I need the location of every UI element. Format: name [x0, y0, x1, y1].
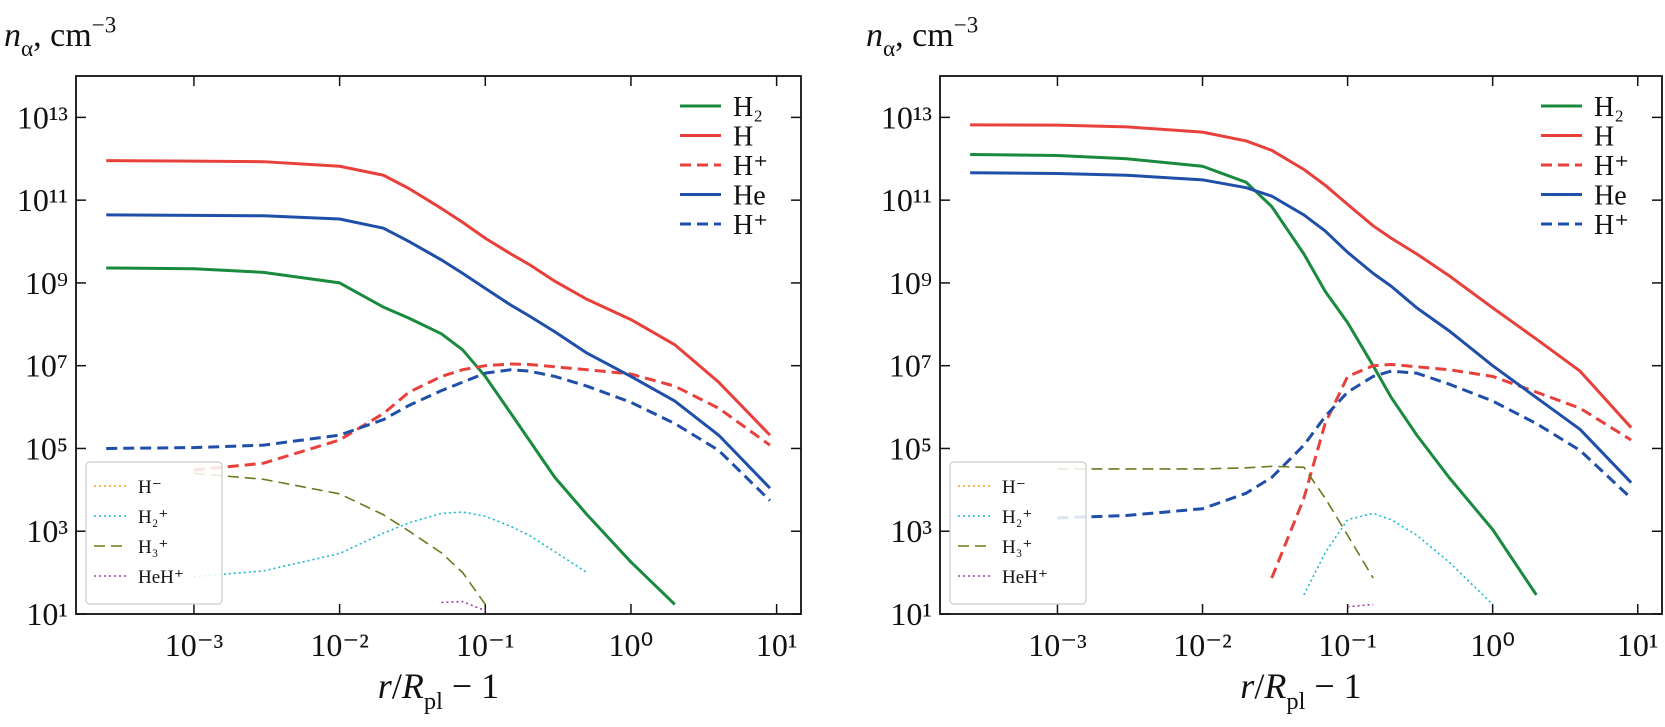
legend-label: He — [733, 181, 766, 212]
series-line — [106, 266, 676, 606]
series-line — [1347, 603, 1374, 608]
x-tick-label: 10⁰ — [1470, 627, 1515, 663]
series-line — [970, 152, 1538, 596]
axis-label-part: n — [4, 17, 21, 54]
x-tick-label: 10¹ — [756, 627, 798, 663]
legend-label: HeH⁺ — [138, 567, 184, 588]
legend-label: H₂ — [733, 92, 763, 123]
axis-label-part: , cm — [33, 17, 92, 54]
legend-label: H₂ — [1594, 92, 1624, 123]
axis-label-part: , cm — [895, 17, 954, 54]
panel: 10¹ 10³ 10⁵ 10⁷ 10⁹ 10¹¹ 10¹³ 10⁻³ 10⁻² 10⁻¹ 10⁰ 10… — [4, 12, 802, 715]
axis-label-part: r — [378, 666, 393, 706]
axis-label-part: pl — [1286, 688, 1305, 715]
series-line — [193, 472, 486, 605]
axis-label: r/Rpl − 1 — [378, 666, 499, 715]
y-tick-label: 10⁵ — [25, 430, 68, 466]
axis-label-part: −3 — [92, 12, 117, 38]
legend-label: H — [733, 122, 753, 153]
y-tick-label: 10⁷ — [889, 348, 932, 384]
series-line — [106, 368, 772, 502]
legend-label: H — [1594, 122, 1614, 153]
axis-label-part: − 1 — [443, 666, 499, 706]
series-line — [970, 123, 1633, 429]
legend-label: He — [1594, 181, 1627, 212]
series-line — [106, 159, 772, 437]
legend-label: H₃⁺ — [138, 537, 168, 558]
y-tick-label: 10³ — [26, 513, 68, 549]
axis-label-part: R — [401, 666, 424, 706]
y-tick-label: 10¹¹ — [17, 182, 68, 218]
legend-box — [85, 461, 223, 605]
series-line — [970, 171, 1633, 484]
axis-label-part: α — [21, 36, 33, 62]
axis-label: nα, cm−3 — [4, 12, 116, 62]
x-tick-label: 10⁻² — [310, 627, 368, 663]
x-tick-label: 10¹ — [1617, 627, 1659, 663]
legend-box — [949, 461, 1087, 605]
legend-label: H₂⁺ — [138, 507, 168, 528]
panel: 10¹ 10³ 10⁵ 10⁷ 10⁹ 10¹¹ 10¹³ 10⁻³ 10⁻² 10⁻¹ 10⁰ 10… — [866, 12, 1663, 715]
axes-frame — [939, 75, 1663, 615]
y-tick-label: 10⁹ — [25, 265, 68, 301]
axis-label: nα, cm−3 — [866, 12, 978, 62]
legend-label: H₃⁺ — [1002, 537, 1032, 558]
legend-label: H⁻ — [138, 477, 162, 498]
axis-label-part: − 1 — [1305, 666, 1361, 706]
y-tick-label: 10¹ — [890, 596, 932, 632]
axis-label-part: n — [866, 17, 883, 54]
y-tick-label: 10¹³ — [881, 99, 932, 135]
x-tick-label: 10⁻³ — [165, 627, 223, 663]
legend-label: H⁺ — [1594, 210, 1629, 241]
axis-label-part: r — [1240, 666, 1255, 706]
legend-label: HeH⁺ — [1002, 567, 1048, 588]
y-tick-label: 10¹¹ — [881, 182, 932, 218]
axis-label-part: −3 — [954, 12, 979, 38]
x-tick-label: 10⁻¹ — [456, 627, 514, 663]
series-line — [441, 600, 486, 612]
series-line — [1303, 512, 1494, 606]
series-line — [193, 511, 588, 578]
axis-label-part: R — [1263, 666, 1286, 706]
series-line — [1057, 369, 1633, 520]
y-tick-label: 10⁷ — [25, 348, 68, 384]
series-line — [106, 213, 772, 490]
x-tick-label: 10⁻³ — [1028, 627, 1086, 663]
legend-label: H⁺ — [733, 151, 768, 182]
x-tick-label: 10⁻² — [1173, 627, 1231, 663]
legend-label: H₂⁺ — [1002, 507, 1032, 528]
axis-label-part: α — [883, 36, 895, 62]
y-tick-label: 10¹³ — [17, 99, 68, 135]
series-line — [1057, 465, 1374, 579]
axis-label-part: pl — [424, 688, 443, 715]
legend-label: H⁺ — [733, 210, 768, 241]
series-line — [1270, 362, 1632, 579]
legend-label: H⁻ — [1002, 477, 1026, 498]
axis-label-part: / — [1254, 666, 1264, 706]
y-tick-label: 10⁵ — [889, 430, 932, 466]
axis-label: r/Rpl − 1 — [1240, 666, 1361, 715]
legend: H⁻ H₂⁺ H₃⁺ HeH⁺ — [85, 461, 223, 605]
x-tick-label: 10⁻¹ — [1318, 627, 1376, 663]
y-tick-label: 10³ — [890, 513, 932, 549]
y-tick-label: 10¹ — [26, 596, 68, 632]
axis-label-part: / — [392, 666, 402, 706]
y-tick-label: 10⁹ — [889, 265, 932, 301]
legend: H⁻ H₂⁺ H₃⁺ HeH⁺ — [949, 461, 1087, 605]
axes-frame — [75, 75, 802, 615]
x-tick-label: 10⁰ — [609, 627, 654, 663]
plot-area — [106, 159, 772, 612]
legend-label: H⁺ — [1594, 151, 1629, 182]
series-line — [193, 362, 771, 472]
plot-area — [970, 123, 1633, 608]
